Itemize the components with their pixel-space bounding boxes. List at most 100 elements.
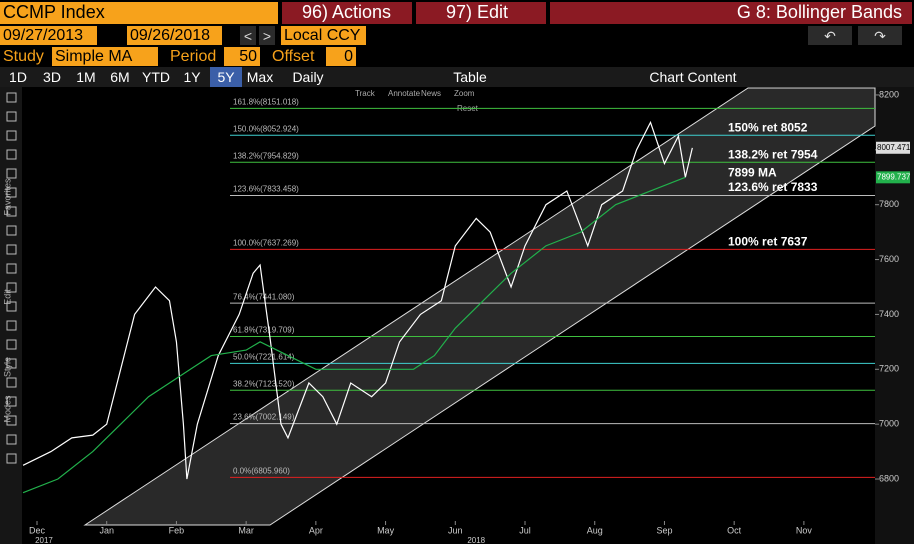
study-label: Study bbox=[3, 48, 44, 65]
fib-label: 61.8%(7319.709) bbox=[233, 326, 295, 335]
tool-icon bbox=[6, 187, 17, 198]
tool-icon bbox=[6, 320, 17, 331]
price-line bbox=[22, 120, 693, 480]
period-input[interactable]: 50 bbox=[224, 47, 260, 66]
fib-label: 138.2%(7954.829) bbox=[233, 151, 299, 160]
tool-icon bbox=[6, 263, 17, 274]
tool-icon bbox=[6, 396, 17, 407]
x-tick-label: Jan bbox=[99, 525, 114, 535]
frequency-select[interactable]: Daily bbox=[292, 69, 324, 85]
year-label: 2017 bbox=[35, 536, 53, 544]
tool-icon bbox=[6, 415, 17, 426]
ma-line bbox=[22, 176, 686, 494]
range-bar: 1D 3D 1M 6M YTD 1Y 5Y Max Daily Table Chart Conten… bbox=[0, 67, 914, 87]
range-button[interactable]: 1M bbox=[76, 69, 96, 85]
tool-icon bbox=[6, 92, 17, 103]
price-tag-box bbox=[876, 141, 910, 154]
annotation: 123.6% ret 7833 bbox=[728, 180, 818, 194]
actions-menu[interactable]: 96) Actions bbox=[282, 2, 412, 24]
offset-input[interactable]: 0 bbox=[326, 47, 356, 66]
tool-icon bbox=[6, 339, 17, 350]
range-button[interactable]: 3D bbox=[43, 69, 61, 85]
x-tick-label: Oct bbox=[727, 525, 742, 535]
x-tick-label: Nov bbox=[796, 525, 813, 535]
chart-tool: News bbox=[421, 89, 441, 98]
y-tick-label: 7400 bbox=[879, 309, 899, 319]
range-button[interactable]: Max bbox=[246, 69, 274, 85]
tool-icon bbox=[6, 434, 17, 445]
x-tick-label: Sep bbox=[656, 525, 672, 535]
table-button[interactable]: Table bbox=[453, 69, 487, 85]
tool-icon bbox=[6, 377, 17, 388]
chart-tool: Track bbox=[355, 89, 376, 98]
y-tick-label: 7200 bbox=[879, 364, 899, 374]
tool-icon bbox=[6, 244, 17, 255]
y-tick-label: 7600 bbox=[879, 254, 899, 264]
fib-label: 0.0%(6805.960) bbox=[233, 467, 290, 476]
x-tick-label: Aug bbox=[587, 525, 603, 535]
offset-label: Offset bbox=[272, 48, 315, 65]
fib-label: 50.0%(7221.614) bbox=[233, 352, 295, 361]
fib-label: 123.6%(7833.458) bbox=[233, 185, 299, 194]
x-tick-label: Jun bbox=[448, 525, 463, 535]
annotation: 7899 MA bbox=[728, 166, 777, 180]
next-button[interactable]: > bbox=[259, 26, 275, 45]
side-label: Edit bbox=[2, 289, 12, 305]
x-tick-label: Apr bbox=[309, 525, 323, 535]
channel bbox=[83, 87, 876, 526]
page-title: G 8: Bollinger Bands bbox=[550, 2, 912, 24]
annotation: 150% ret 8052 bbox=[728, 121, 808, 135]
annotation: 100% ret 7637 bbox=[728, 235, 808, 249]
price-tag: 8007.471 bbox=[877, 143, 911, 152]
tool-icon bbox=[6, 225, 17, 236]
left-toolbar bbox=[0, 87, 22, 544]
redo-button[interactable]: ↷ bbox=[858, 26, 902, 45]
chart-content-button[interactable]: Chart Content bbox=[649, 69, 737, 85]
tool-icon bbox=[6, 282, 17, 293]
fib-label: 150.0%(8052.924) bbox=[233, 124, 299, 133]
price-tag-box bbox=[876, 171, 910, 184]
y-tick-label: 8200 bbox=[879, 89, 899, 99]
range-button[interactable]: 5Y bbox=[210, 67, 242, 87]
ticker[interactable]: CCMP Index bbox=[0, 2, 278, 24]
chart-tool: Annotate bbox=[388, 89, 421, 98]
tool-icon bbox=[6, 301, 17, 312]
annotation: 138.2% ret 7954 bbox=[728, 148, 818, 162]
fib-label: 38.2%(7123.520) bbox=[233, 379, 295, 388]
fib-label: 100.0%(7637.269) bbox=[233, 238, 299, 247]
fib-label: 23.6%(7002.149) bbox=[233, 413, 295, 422]
edit-menu[interactable]: 97) Edit bbox=[416, 2, 546, 24]
prev-button[interactable]: < bbox=[240, 26, 256, 45]
year-label: 2018 bbox=[467, 536, 485, 544]
range-button[interactable]: 6M bbox=[110, 69, 130, 85]
fib-label: 161.8%(8151.018) bbox=[233, 98, 299, 107]
period-label: Period bbox=[170, 48, 217, 65]
study-select[interactable]: Simple MA bbox=[52, 47, 158, 66]
side-label: Modes bbox=[2, 395, 12, 423]
x-tick-label: Mar bbox=[238, 525, 254, 535]
x-tick-label: Feb bbox=[169, 525, 185, 535]
chart-tool: Zoom bbox=[454, 89, 475, 98]
currency[interactable]: Local CCY bbox=[281, 26, 366, 45]
y-tick-label: 6800 bbox=[879, 473, 899, 483]
range-button[interactable]: 1D bbox=[9, 69, 27, 85]
range-button[interactable]: 1Y bbox=[183, 69, 201, 85]
end-date[interactable]: 09/26/2018 bbox=[127, 26, 222, 45]
price-tag: 7899.737 bbox=[877, 172, 911, 181]
tool-icon bbox=[6, 130, 17, 141]
tool-icon bbox=[6, 168, 17, 179]
tool-icon bbox=[6, 206, 17, 217]
start-date[interactable]: 09/27/2013 bbox=[0, 26, 97, 45]
x-tick-label: Jul bbox=[519, 525, 531, 535]
x-tick-label: May bbox=[377, 525, 395, 535]
tool-icon bbox=[6, 358, 17, 369]
range-button[interactable]: YTD bbox=[142, 69, 170, 85]
axis-panel bbox=[875, 87, 914, 544]
tool-icon bbox=[6, 453, 17, 464]
undo-button[interactable]: ↶ bbox=[808, 26, 852, 45]
tool-icon bbox=[6, 111, 17, 122]
y-tick-label: 7000 bbox=[879, 419, 899, 429]
tool-icon bbox=[6, 149, 17, 160]
